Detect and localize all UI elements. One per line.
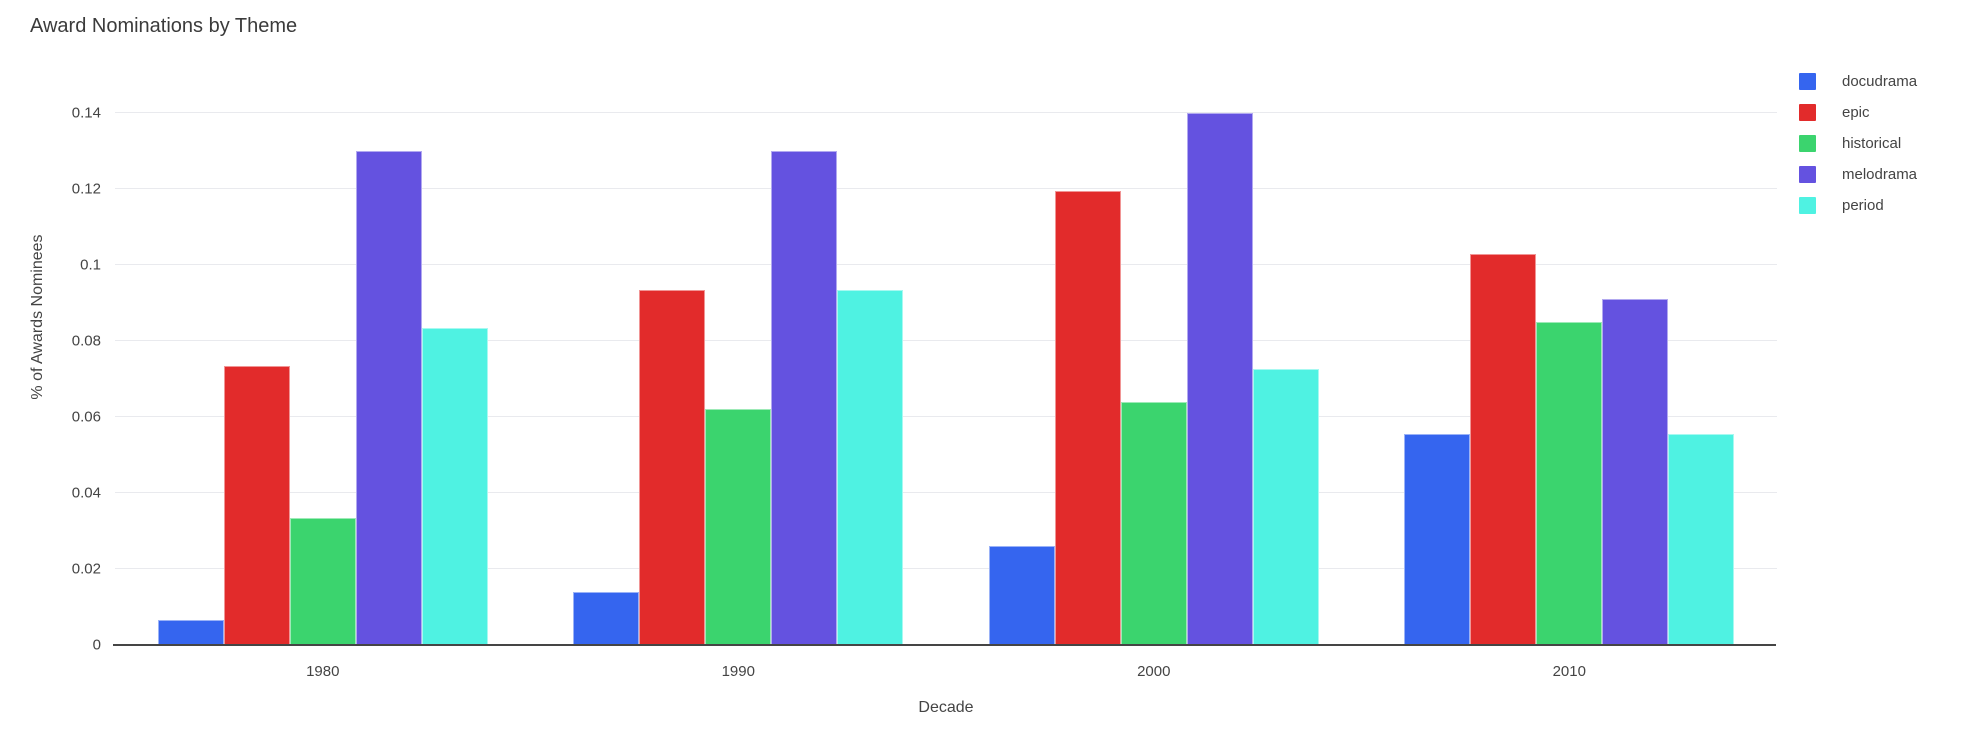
legend-item-label: melodrama [1842, 166, 1918, 183]
bar-docudrama-2000[interactable] [988, 546, 1055, 645]
bar-historical-1980[interactable] [289, 518, 356, 645]
bar-group-1990 [573, 75, 904, 645]
bar-historical-2010[interactable] [1536, 322, 1603, 645]
legend-item-epic[interactable]: epic [1799, 97, 1917, 128]
bar-period-1990[interactable] [837, 290, 904, 645]
legend: docudrama epic historical melodrama period [1799, 66, 1917, 221]
chart-title: Award Nominations by Theme [30, 15, 298, 37]
gridline [115, 340, 1777, 341]
bar-melodrama-2010[interactable] [1602, 299, 1669, 645]
legend-item-label: period [1842, 197, 1884, 214]
bar-period-2000[interactable] [1252, 369, 1319, 645]
bar-epic-1980[interactable] [223, 366, 290, 645]
x-tick-label-2010: 2010 [1552, 663, 1586, 680]
bar-docudrama-1990[interactable] [573, 592, 640, 645]
y-tick-label: 0.08 [71, 332, 101, 350]
bar-epic-2010[interactable] [1470, 254, 1537, 645]
gridline [115, 416, 1777, 417]
bar-melodrama-1990[interactable] [771, 151, 838, 645]
legend-swatch [1799, 73, 1816, 90]
bar-melodrama-2000[interactable] [1186, 113, 1253, 645]
gridline [115, 112, 1777, 113]
bar-period-1980[interactable] [421, 328, 488, 645]
plot-area [115, 75, 1777, 645]
bar-period-2010[interactable] [1668, 434, 1735, 645]
legend-swatch [1799, 166, 1816, 183]
bar-melodrama-1980[interactable] [355, 151, 422, 645]
bar-group-2010 [1404, 75, 1735, 645]
legend-item-label: docudrama [1842, 73, 1918, 90]
y-tick-label: 0.12 [71, 180, 101, 198]
gridline [115, 568, 1777, 569]
y-tick-label: 0.06 [71, 408, 101, 426]
legend-item-historical[interactable]: historical [1799, 128, 1917, 159]
legend-item-label: historical [1842, 135, 1902, 152]
y-tick-label: 0.14 [71, 104, 101, 122]
bar-group-2000 [988, 75, 1319, 645]
x-tick-label-1990: 1990 [721, 663, 755, 680]
bar-docudrama-2010[interactable] [1404, 434, 1471, 645]
legend-item-melodrama[interactable]: melodrama [1799, 159, 1917, 190]
x-axis-line [113, 644, 1776, 646]
bar-docudrama-1980[interactable] [157, 620, 224, 645]
bar-epic-1990[interactable] [639, 290, 706, 645]
legend-swatch [1799, 104, 1816, 121]
y-tick-label: 0 [92, 636, 101, 654]
gridline [115, 492, 1777, 493]
legend-item-period[interactable]: period [1799, 190, 1917, 221]
legend-item-docudrama[interactable]: docudrama [1799, 66, 1917, 97]
gridline [115, 264, 1777, 265]
legend-swatch [1799, 197, 1816, 214]
x-tick-label-2000: 2000 [1137, 663, 1171, 680]
bar-historical-1990[interactable] [705, 409, 772, 645]
legend-swatch [1799, 135, 1816, 152]
y-tick-label: 0.04 [71, 484, 101, 502]
gridline [115, 188, 1777, 189]
legend-item-label: epic [1842, 104, 1870, 121]
x-axis-title: Decade [918, 699, 974, 716]
bar-epic-2000[interactable] [1054, 191, 1121, 645]
y-tick-label: 0.02 [71, 560, 101, 578]
x-tick-label-1980: 1980 [306, 663, 340, 680]
y-tick-label: 0.1 [80, 256, 101, 274]
bar-group-1980 [157, 75, 488, 645]
bar-historical-2000[interactable] [1120, 402, 1187, 645]
